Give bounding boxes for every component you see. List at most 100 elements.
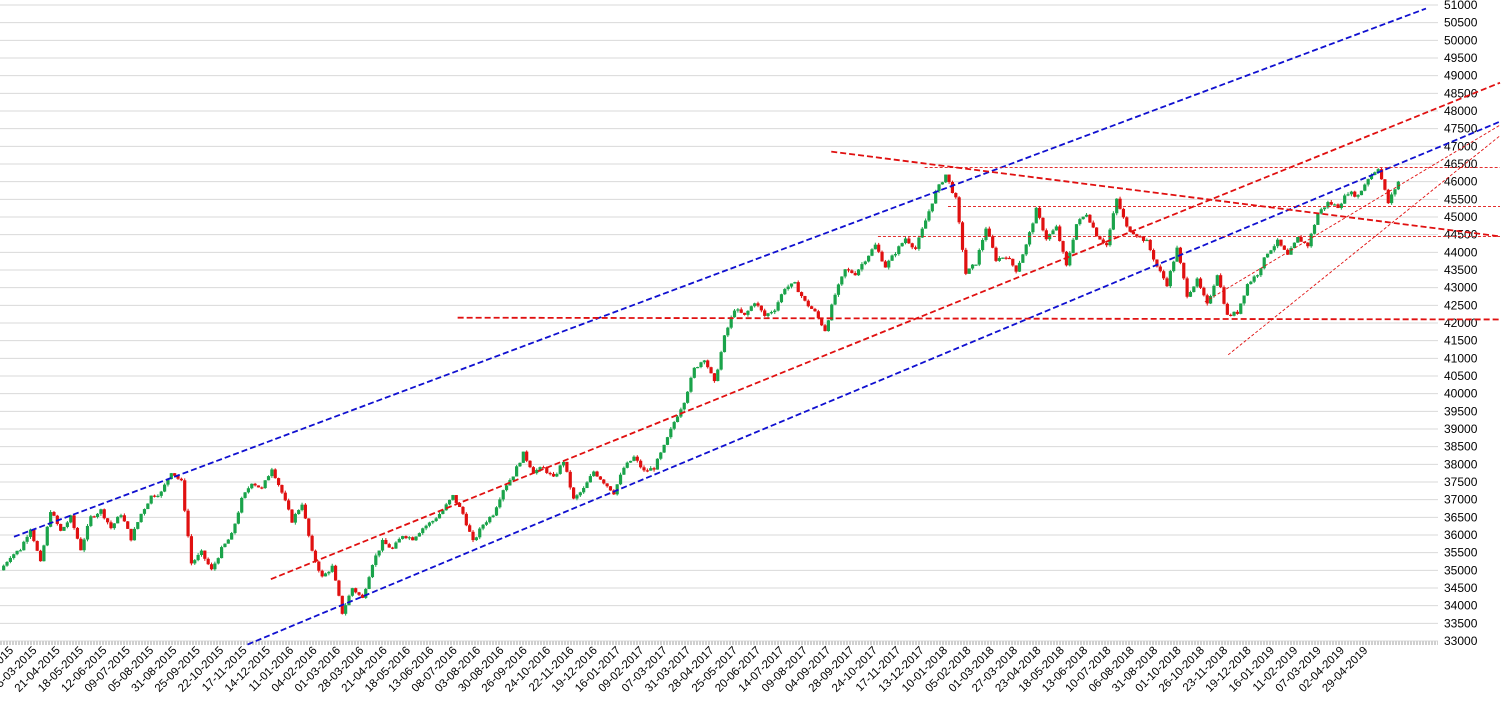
candle-body [813, 308, 817, 312]
candle-body [260, 487, 264, 489]
candle-body [1098, 236, 1102, 240]
candle-body [967, 268, 971, 274]
candle-body [706, 360, 710, 368]
candle-body [1319, 209, 1323, 214]
candle-body [1172, 261, 1176, 272]
candle-body [32, 529, 36, 542]
candle-body [370, 565, 375, 578]
candle-body [323, 573, 328, 577]
candle-body [1279, 239, 1283, 246]
candle-body [558, 465, 562, 474]
candle-body [726, 327, 730, 336]
candle-body [384, 539, 388, 545]
y-tick-label: 37500 [1444, 475, 1478, 489]
candle-body [551, 473, 556, 477]
candle-body [749, 306, 753, 311]
candle-body [689, 377, 693, 392]
candle-body [1359, 190, 1364, 196]
y-tick-label: 45000 [1444, 210, 1478, 224]
candle-body [826, 320, 830, 332]
candle-body [1151, 250, 1156, 260]
candle-body [1094, 227, 1099, 237]
candle-body [1262, 257, 1266, 269]
candle-body [394, 542, 398, 549]
candle-body [783, 289, 787, 295]
candle-body [397, 538, 401, 543]
candle-body [776, 302, 780, 311]
candle-body [799, 292, 804, 297]
candle-body [1105, 243, 1109, 246]
trendline [831, 150, 1501, 238]
y-tick-label: 45500 [1444, 192, 1478, 206]
candle-body [216, 558, 220, 564]
candle-body [122, 515, 126, 522]
candle-body [830, 304, 834, 321]
y-tick-label: 40000 [1444, 387, 1478, 401]
candle-body [1222, 287, 1226, 304]
candle-body [605, 483, 609, 487]
candle-body [702, 360, 706, 363]
y-tick-label: 41500 [1444, 334, 1478, 348]
candle-body [598, 476, 603, 480]
candle-body [18, 550, 23, 552]
candle-body [833, 294, 837, 305]
candle-body [196, 554, 200, 561]
candle-body [270, 469, 274, 477]
y-tick-label: 39500 [1444, 404, 1478, 418]
candle-body [960, 222, 965, 250]
candle-body [354, 588, 358, 593]
candle-body [431, 521, 435, 523]
candle-body [890, 255, 894, 261]
candle-body [924, 220, 928, 229]
candle-body [380, 539, 385, 551]
candle-body [434, 518, 438, 522]
candle-body [1185, 278, 1189, 297]
candle-body [1128, 226, 1132, 232]
candle-body [846, 269, 851, 271]
y-tick-label: 33500 [1444, 616, 1478, 630]
candle-body [471, 531, 475, 541]
candle-body [1239, 303, 1243, 314]
candle-body [1249, 281, 1253, 285]
candle-body [1336, 204, 1340, 209]
candle-body [568, 471, 572, 488]
candle-body [307, 518, 311, 536]
candle-body [1292, 242, 1296, 248]
candle-body [608, 486, 613, 491]
candle-body [1021, 254, 1025, 263]
candle-body [116, 516, 120, 524]
candle-body [1242, 295, 1246, 304]
candle-body [441, 510, 445, 514]
candle-body [1175, 247, 1179, 262]
candle-body [974, 264, 978, 266]
y-tick-label: 43000 [1444, 281, 1478, 295]
candle-body [1245, 284, 1250, 296]
candle-body [964, 249, 968, 274]
candle-body [541, 467, 546, 469]
candle-body [146, 503, 150, 510]
candle-body [769, 312, 774, 314]
candle-body [139, 513, 143, 523]
candle-body [129, 528, 133, 541]
candle-body [1141, 236, 1146, 241]
candle-body [199, 550, 204, 555]
candle-body [803, 296, 807, 301]
candle-body [867, 255, 871, 262]
candle-body [756, 303, 760, 306]
candle-body [652, 468, 656, 470]
candle-body [1148, 239, 1152, 251]
candle-body [49, 512, 53, 527]
candle-body [1182, 262, 1186, 279]
candle-body [572, 487, 576, 499]
candle-body [481, 524, 485, 529]
candle-body [1393, 189, 1397, 195]
candle-body [85, 525, 90, 540]
candle-body [464, 513, 468, 526]
candle-body [659, 452, 663, 459]
candle-body [716, 369, 720, 382]
y-tick-label: 47500 [1444, 122, 1478, 136]
candle-body [377, 550, 381, 556]
candle-body [106, 518, 110, 523]
y-tick-label: 38500 [1444, 440, 1478, 454]
candle-body [1118, 198, 1122, 209]
